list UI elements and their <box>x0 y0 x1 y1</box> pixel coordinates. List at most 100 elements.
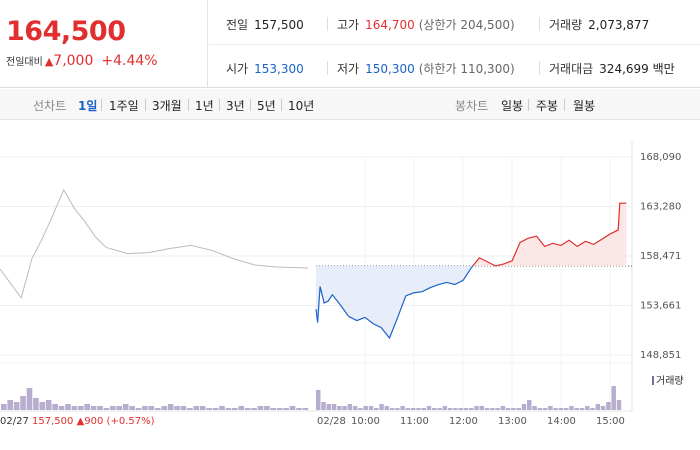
stat-upper-limit: (상한가 204,500) <box>418 18 515 32</box>
volume-bar <box>553 408 558 410</box>
volume-legend: 거래량 <box>652 372 684 387</box>
divider <box>145 99 146 111</box>
tab-1w[interactable]: 1주일 <box>109 99 139 113</box>
volume-bar <box>574 408 579 410</box>
volume-bar <box>316 390 321 410</box>
volume-bar-prev-day <box>1 404 7 410</box>
volume-bar-prev-day <box>122 404 129 410</box>
chart-period-tabs: 선차트 1일 1주일 3개월 1년 3년 5년 10년 봉차트 일봉 주봉 월봉 <box>0 89 700 120</box>
price-line-down <box>315 265 474 340</box>
prev-day-pct: (+0.57%) <box>106 416 155 427</box>
volume-bar <box>463 408 469 410</box>
volume-bar <box>352 406 358 410</box>
volume-bar-prev-day <box>206 408 212 410</box>
volume-bar <box>595 404 601 410</box>
volume-bar <box>347 404 353 410</box>
volume-bar <box>563 408 569 410</box>
volume-legend-swatch <box>652 376 654 385</box>
prev-day-close: 157,500 <box>32 416 74 427</box>
area-down <box>316 265 473 339</box>
volume-bars <box>1 386 622 410</box>
volume-bar <box>358 408 363 410</box>
volume-bar <box>368 406 374 410</box>
intraday-chart: 168,090 163,280 158,471 153,661 148,851 02/2… <box>0 141 681 427</box>
volume-bar-prev-day <box>161 406 168 410</box>
x-tick-label: 13:00 <box>498 416 527 427</box>
x-tick-label: 10:00 <box>351 416 380 427</box>
volume-bar <box>342 406 347 410</box>
volume-bar <box>363 406 368 410</box>
volume-bar-prev-day <box>270 408 277 410</box>
volume-bar <box>395 408 400 410</box>
volume-bar-prev-day <box>238 406 245 410</box>
volume-bar <box>326 404 332 410</box>
stat-amount-value: 324,699 백만 <box>599 62 675 76</box>
tab-daily-candle[interactable]: 일봉 <box>501 99 524 113</box>
tab-weekly-candle[interactable]: 주봉 <box>536 99 559 113</box>
volume-bar-prev-day <box>33 398 39 410</box>
stat-prev-label: 전일 <box>226 18 249 32</box>
tab-5y[interactable]: 5년 <box>257 99 276 113</box>
divider <box>281 99 282 111</box>
change-percent: +4.44% <box>101 53 158 69</box>
stat-amount-label: 거래대금 <box>549 62 594 76</box>
y-tick-label: 168,090 <box>640 152 681 163</box>
y-tick-label: 148,851 <box>640 350 681 361</box>
divider <box>539 61 540 75</box>
volume-bar <box>585 406 590 410</box>
volume-bar-prev-day <box>174 406 180 410</box>
volume-bar-prev-day <box>251 408 257 410</box>
volume-bar-prev-day <box>26 388 33 410</box>
volume-bar <box>384 406 390 410</box>
volume-bar <box>511 408 516 410</box>
divider <box>564 99 565 111</box>
change-label: 전일대비 <box>6 57 43 68</box>
row-divider <box>209 44 700 45</box>
divider <box>101 99 102 111</box>
volume-bar-prev-day <box>58 406 65 410</box>
volume-bar <box>600 406 606 410</box>
price-line-up <box>472 202 627 267</box>
volume-bar-prev-day <box>199 406 206 410</box>
volume-bar <box>537 408 543 410</box>
stat-lower-limit: (하한가 110,300) <box>418 62 515 76</box>
volume-bar <box>474 406 479 410</box>
current-price: 164,500 <box>6 16 126 47</box>
tab-10y[interactable]: 10년 <box>288 99 315 113</box>
tab-1d[interactable]: 1일 <box>78 99 98 113</box>
volume-bar <box>542 408 548 410</box>
stat-open: 시가 153,300 <box>226 60 304 77</box>
line-chart-group-label: 선차트 <box>33 99 67 113</box>
stat-high: 고가 164,700 (상한가 204,500) <box>337 16 515 33</box>
stat-low: 저가 150,300 (하한가 110,300) <box>337 60 515 77</box>
volume-bar-prev-day <box>244 408 251 410</box>
volume-bar <box>590 408 595 410</box>
volume-bar <box>442 406 448 410</box>
x-axis: 02/28 10:00 11:00 12:00 13:00 14:00 15:00 <box>317 416 625 427</box>
volume-bar-prev-day <box>20 396 26 410</box>
y-axis: 168,090 163,280 158,471 153,661 148,851 <box>640 152 681 361</box>
volume-bar-prev-day <box>116 406 123 410</box>
volume-bar <box>400 406 405 410</box>
volume-bar <box>458 408 463 410</box>
prev-day-up-arrow-icon: ▲ <box>76 416 85 427</box>
tab-3y[interactable]: 3년 <box>226 99 245 113</box>
volume-bar <box>558 408 564 410</box>
prev-day-line <box>0 188 309 300</box>
volume-bar-prev-day <box>39 402 46 410</box>
tab-monthly-candle[interactable]: 월봉 <box>573 99 596 113</box>
volume-bar <box>437 408 442 410</box>
price-change: 전일대비 ▲7,000 +4.44% <box>6 53 158 69</box>
volume-bar <box>490 408 495 410</box>
volume-bar <box>484 408 490 410</box>
volume-bar <box>337 406 342 410</box>
volume-bar-prev-day <box>90 406 97 410</box>
volume-bar-prev-day <box>129 406 135 410</box>
tab-3m[interactable]: 3개월 <box>152 99 182 113</box>
x-tick-label: 12:00 <box>449 416 478 427</box>
stat-volume-label: 거래량 <box>549 18 583 32</box>
stat-amount: 거래대금 324,699 백만 <box>549 60 675 77</box>
tab-1y[interactable]: 1년 <box>195 99 214 113</box>
stat-open-label: 시가 <box>226 62 249 76</box>
volume-bar <box>374 408 379 410</box>
